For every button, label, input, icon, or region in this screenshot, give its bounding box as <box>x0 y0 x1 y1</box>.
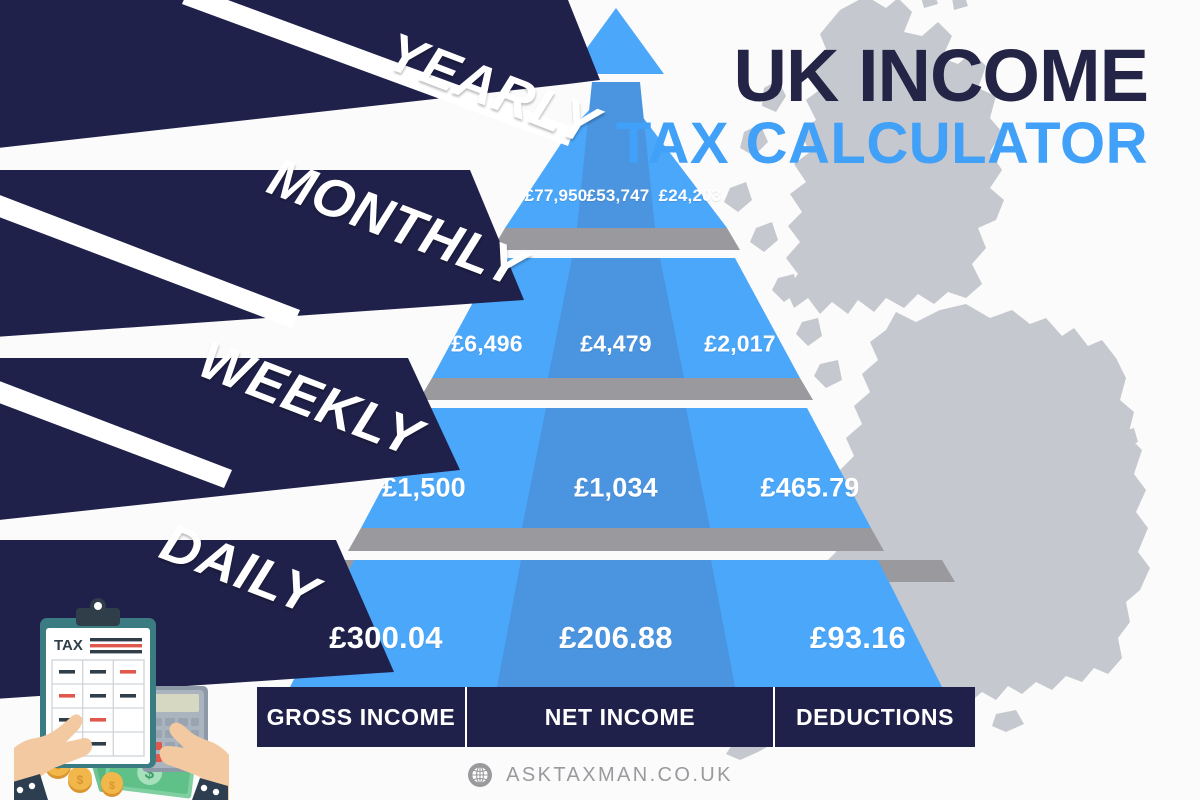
left-hand-icon <box>6 714 92 800</box>
ribbon-monthly <box>0 170 524 337</box>
footer-site-url: ASKTAXMAN.CO.UK <box>506 763 733 786</box>
value-monthly-net: £4,479 <box>580 330 652 357</box>
value-weekly-net: £1,034 <box>574 472 658 503</box>
ribbon-weekly <box>0 358 460 520</box>
pyramid-tier-monthly <box>419 258 813 400</box>
tax-clipboard-calculator-illustration: $ $ $ $ $ $ <box>6 588 230 800</box>
pyramid-tier-weekly <box>348 408 884 551</box>
legend-deductions: DEDUCTIONS <box>795 703 955 730</box>
value-yearly-gross: £77,950 <box>524 186 588 205</box>
value-weekly-deductions: £465.79 <box>760 472 860 503</box>
footer: ASKTAXMAN.CO.UK <box>0 755 1200 795</box>
svg-text:$: $ <box>77 773 84 787</box>
page-title: UK INCOME TAX CALCULATOR <box>615 34 1149 177</box>
title-line-income: UK INCOME <box>733 34 1149 117</box>
value-daily-net: £206.88 <box>559 620 673 655</box>
svg-text:$: $ <box>109 780 115 792</box>
legend-gross-income: GROSS INCOME <box>266 703 456 730</box>
pyramid-tier-yearly <box>492 82 740 250</box>
value-daily-gross: £300.04 <box>329 620 443 655</box>
value-yearly-net: £53,747 <box>586 186 650 205</box>
ribbon-yearly <box>0 0 600 148</box>
value-monthly-gross: £6,496 <box>451 330 523 357</box>
legend-net-income: NET INCOME <box>465 687 775 747</box>
title-line-calculator: TAX CALCULATOR <box>615 111 1148 177</box>
right-hand-icon <box>159 722 230 800</box>
pyramid-tier-daily <box>277 560 955 687</box>
pyramid-apex <box>568 8 664 74</box>
value-daily-deductions: £93.16 <box>809 620 907 655</box>
value-monthly-deductions: £2,017 <box>704 330 776 357</box>
svg-text:TAX: TAX <box>54 637 83 654</box>
column-legend-bar: GROSS INCOME NET INCOME DEDUCTIONS <box>257 687 975 747</box>
value-weekly-gross: £1,500 <box>382 472 466 503</box>
value-yearly-deductions: £24,203 <box>658 186 722 205</box>
globe-icon <box>467 762 493 788</box>
